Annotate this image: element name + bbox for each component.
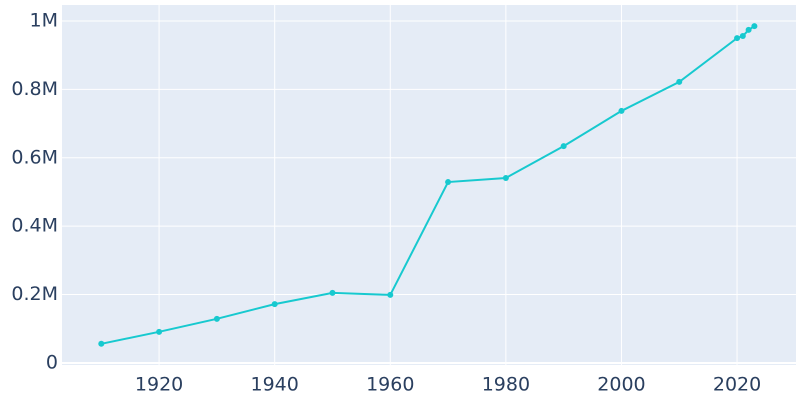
x-tick-label: 1980 xyxy=(482,374,530,396)
plot-area xyxy=(62,5,796,365)
marker xyxy=(156,328,163,335)
y-tick-label: 0.8M xyxy=(11,78,58,100)
marker xyxy=(618,107,625,114)
marker xyxy=(751,23,758,30)
marker xyxy=(560,143,567,150)
marker xyxy=(387,291,394,298)
x-tick-label: 2000 xyxy=(597,374,645,396)
marker xyxy=(739,33,746,40)
marker xyxy=(98,340,105,347)
marker xyxy=(502,174,509,181)
marker xyxy=(745,26,752,33)
marker xyxy=(329,289,336,296)
x-tick-label: 2020 xyxy=(713,374,761,396)
marker xyxy=(213,315,220,322)
y-tick-label: 0 xyxy=(46,351,58,373)
y-tick-label: 0.6M xyxy=(11,146,58,168)
marker xyxy=(734,35,741,42)
marker xyxy=(445,179,452,186)
x-tick-label: 1960 xyxy=(366,374,414,396)
x-tick-label: 1940 xyxy=(251,374,299,396)
marker xyxy=(271,301,278,308)
y-tick-label: 0.2M xyxy=(11,283,58,305)
marker xyxy=(676,78,683,85)
x-tick-label: 1920 xyxy=(135,374,183,396)
y-tick-label: 0.4M xyxy=(11,215,58,237)
y-tick-label: 1M xyxy=(30,10,58,32)
